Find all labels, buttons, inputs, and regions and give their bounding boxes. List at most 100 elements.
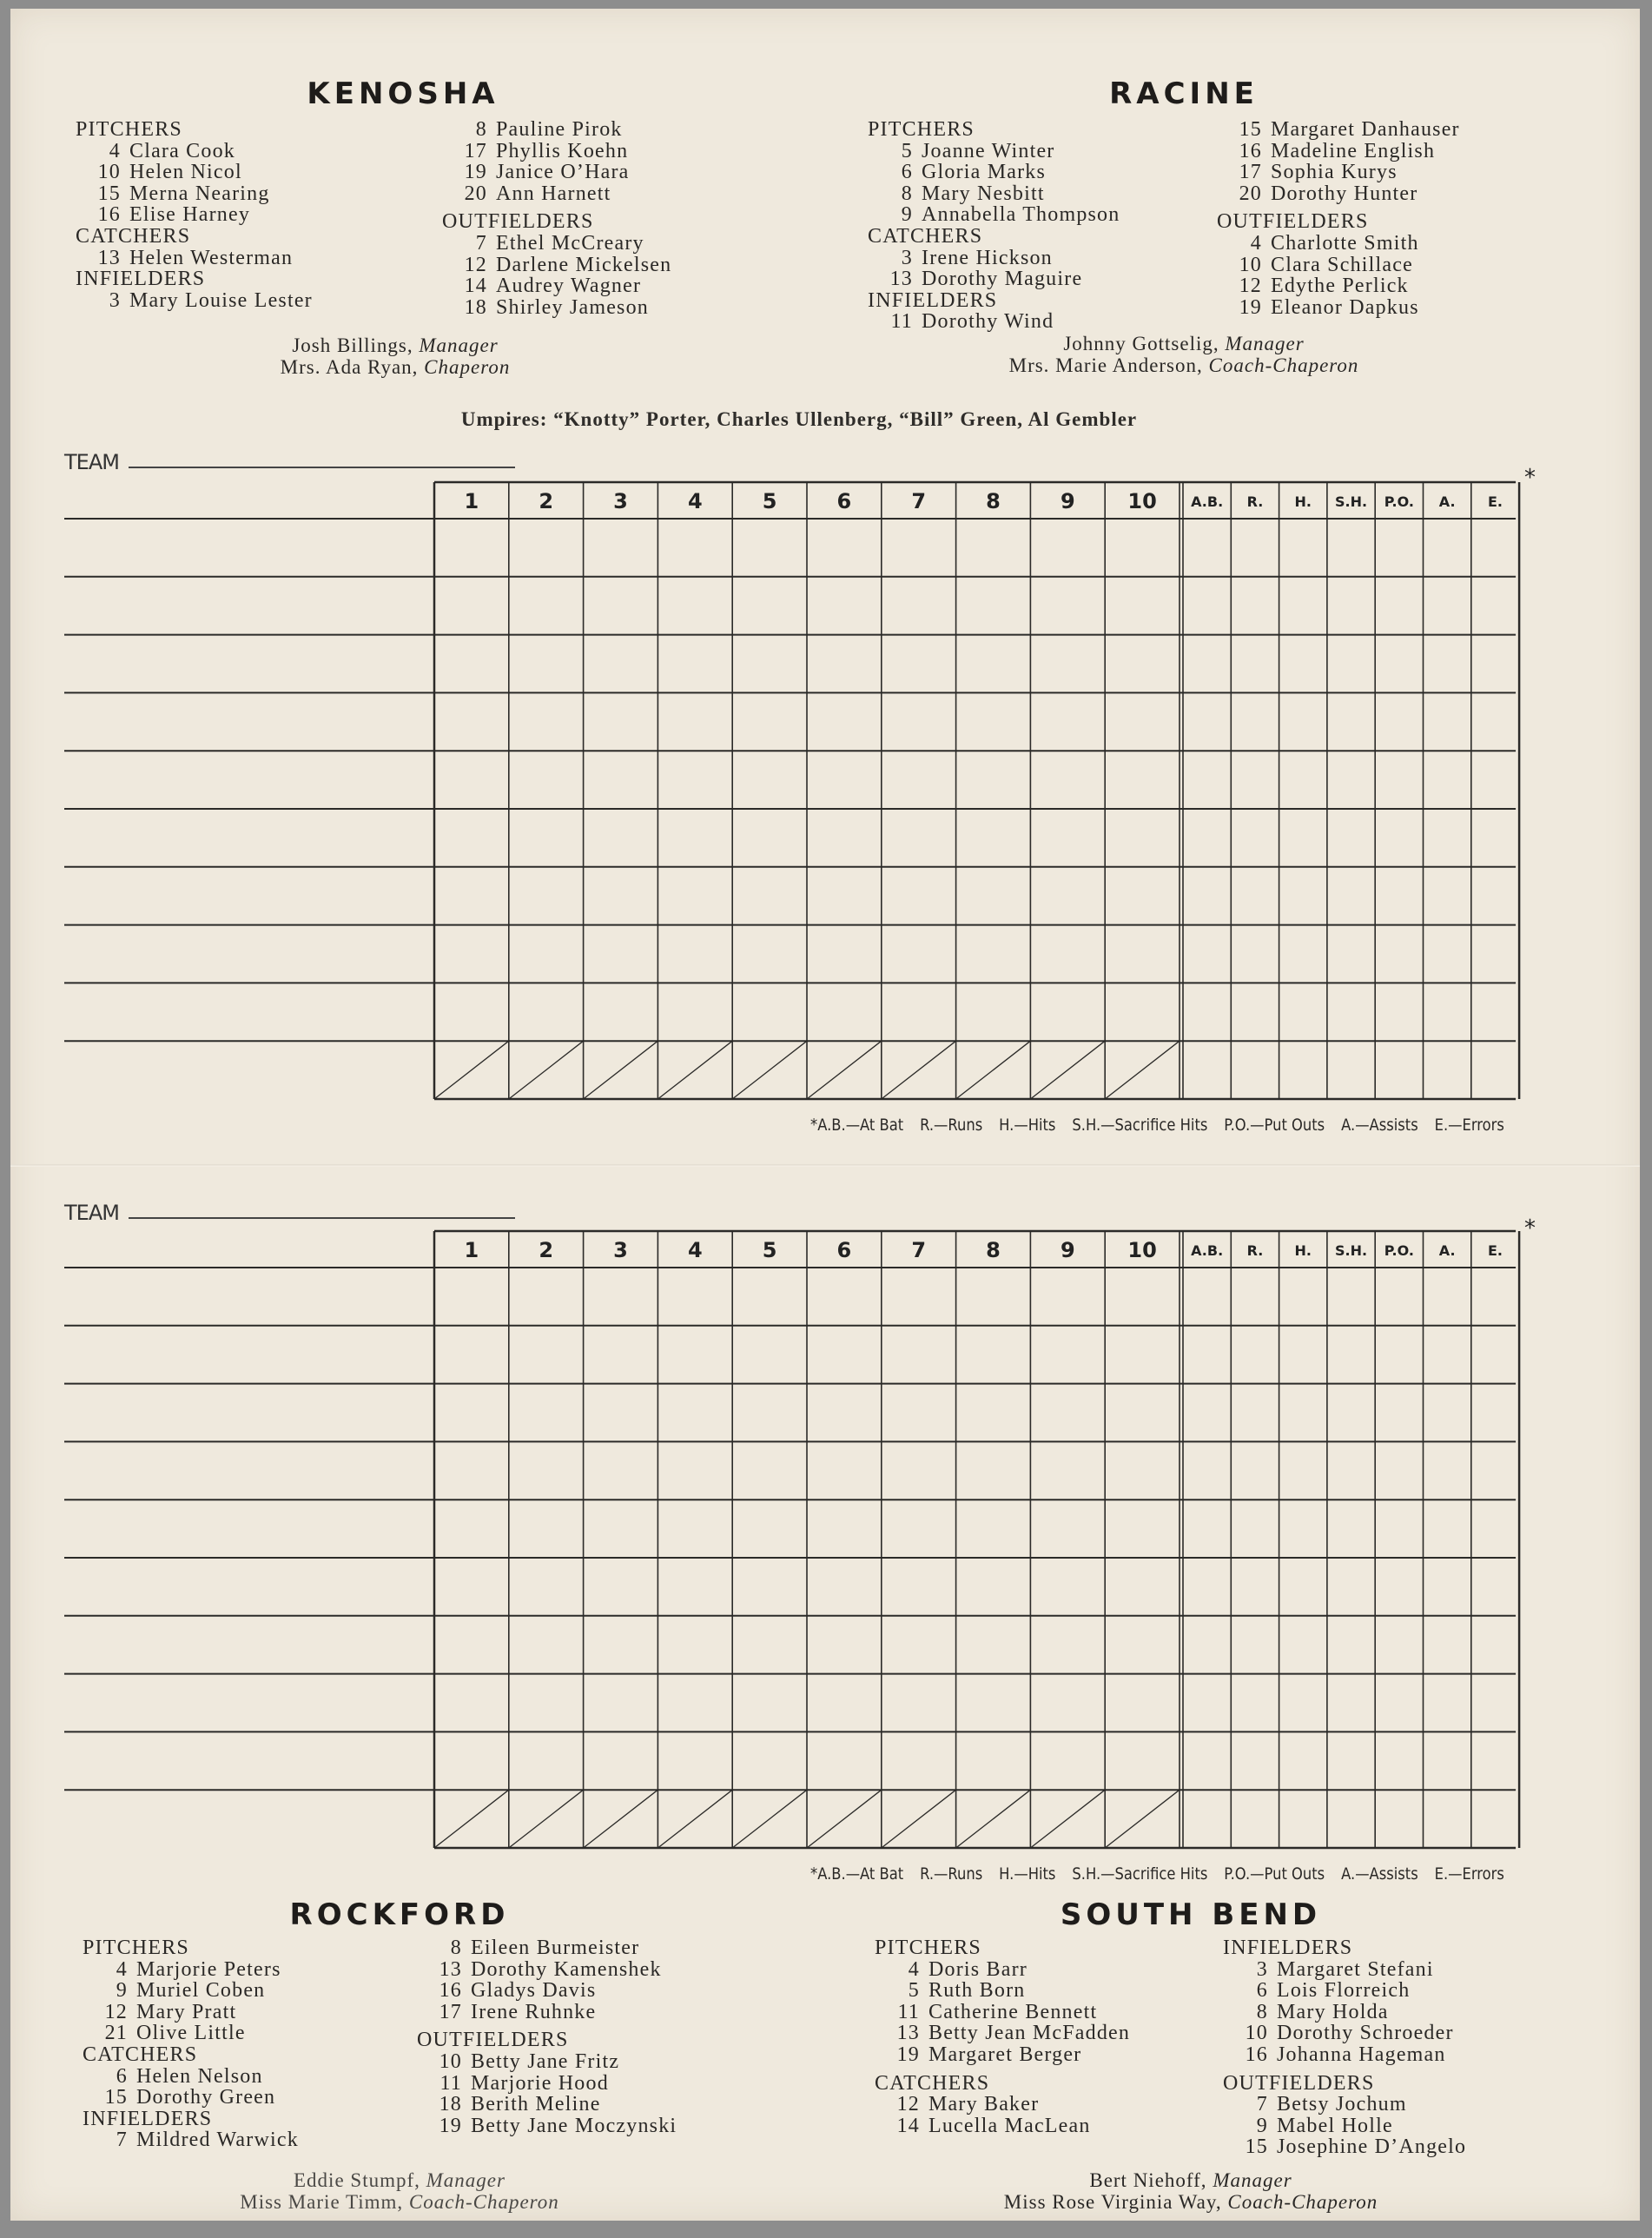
roster-column: INFIELDERS 3 Margaret Stefani 6 Lois Florrei… xyxy=(1223,1937,1466,2158)
position-heading: PITCHERS xyxy=(868,118,975,141)
player-number: 11 xyxy=(890,310,913,334)
player-name: Ann Harnett xyxy=(496,182,611,205)
position-heading: OUTFIELDERS xyxy=(1223,2071,1375,2095)
manager-name: Johnny Gottselig, xyxy=(1063,333,1219,354)
player-number: 19 xyxy=(896,2043,920,2066)
legend-item: A.—Assists xyxy=(1341,1116,1418,1135)
player-name: Helen Nelson xyxy=(136,2064,263,2088)
manager-line: Bert Niehoff, Manager xyxy=(1004,2169,1378,2192)
player-entry: 12 Edythe Perlick xyxy=(1217,275,1460,297)
stat-header: H. xyxy=(1294,493,1312,510)
player-name: Josephine D’Angelo xyxy=(1277,2135,1467,2159)
player-entry: 19 Janice O’Hara xyxy=(442,162,671,183)
player-number: 16 xyxy=(1245,2043,1268,2066)
team-title-south-bend: SOUTH BEND xyxy=(1060,1897,1322,1932)
player-entry: 12 Mary Baker xyxy=(875,2094,1130,2116)
inning-total-diagonal xyxy=(731,1040,808,1100)
player-number: 11 xyxy=(439,2071,462,2095)
inning-total-diagonal xyxy=(508,1040,584,1100)
player-number: 15 xyxy=(1245,2135,1268,2159)
player-number: 20 xyxy=(464,182,487,205)
inning-header: 8 xyxy=(986,489,1001,513)
chaperon-name: Miss Rose Virginia Way, xyxy=(1003,2190,1222,2213)
team-name-field[interactable] xyxy=(129,467,515,468)
player-number: 19 xyxy=(464,161,487,184)
player-entry: 11 Marjorie Hood xyxy=(417,2071,677,2095)
manager-name: Josh Billings, xyxy=(292,334,413,356)
legend-item: P.O.—Put Outs xyxy=(1224,1116,1325,1135)
player-number: 13 xyxy=(439,1957,462,1981)
player-entry: 9 Mabel Holle xyxy=(1223,2114,1466,2137)
player-entry: 7 Mildred Warwick xyxy=(83,2129,299,2151)
chaperon-line: Miss Marie Timm, Coach-Chaperon xyxy=(240,2190,559,2214)
team-name-field[interactable] xyxy=(129,1217,515,1219)
inning-header: 8 xyxy=(986,1238,1001,1262)
stat-legend: *A.B.—At Bat R.—Runs H.—Hits S.H.—Sacrifice… xyxy=(794,1116,1504,1135)
player-entry: 18 Shirley Jameson xyxy=(442,295,671,319)
roster-column: 15 Margaret Danhauser 16 Madeline English 17… xyxy=(1217,119,1460,318)
player-number: 7 xyxy=(475,231,487,255)
player-entry: 7 Betsy Jochum xyxy=(1223,2094,1466,2116)
player-name: Betty Jane Fritz xyxy=(471,2049,620,2073)
inning-total-diagonal xyxy=(1104,1040,1180,1100)
player-number: 17 xyxy=(1239,161,1262,184)
player-name: Lucella MacLean xyxy=(928,2114,1091,2137)
player-name: Helen Westerman xyxy=(129,246,294,269)
player-entry: 14 Lucella MacLean xyxy=(875,2114,1130,2137)
player-number: 9 xyxy=(1256,2114,1268,2137)
chaperon-name: Miss Marie Timm, xyxy=(240,2190,404,2213)
player-entry: 4 Clara Cook xyxy=(76,140,313,162)
player-name: Shirley Jameson xyxy=(496,295,649,319)
player-name: Marjorie Hood xyxy=(471,2071,609,2095)
player-number: 20 xyxy=(1239,182,1262,205)
player-name: Eileen Burmeister xyxy=(471,1937,640,1959)
inning-header: 10 xyxy=(1127,1238,1157,1262)
player-number: 12 xyxy=(104,2000,128,2023)
position-heading: INFIELDERS xyxy=(76,268,206,291)
player-name: Dorothy Hunter xyxy=(1271,182,1418,205)
player-number: 8 xyxy=(901,182,913,205)
player-name: Dorothy Green xyxy=(136,2086,276,2109)
player-number: 18 xyxy=(464,295,487,319)
position-heading: INFIELDERS xyxy=(1223,1937,1353,1959)
player-entry: 10 Dorothy Schroeder xyxy=(1223,2023,1466,2044)
player-entry: 6 Gloria Marks xyxy=(868,162,1120,183)
inning-total-diagonal xyxy=(657,1040,733,1100)
player-name: Mary Holda xyxy=(1277,2000,1389,2023)
player-entry: 17 Irene Ruhnke xyxy=(417,2001,677,2023)
stat-header: A.B. xyxy=(1191,1242,1224,1259)
inning-total-diagonal xyxy=(881,1040,956,1100)
player-number: 15 xyxy=(104,2086,128,2109)
inning-total-diagonal xyxy=(1030,1789,1106,1849)
chaperon-role: Chaperon xyxy=(424,355,511,378)
player-name: Mary Nesbitt xyxy=(922,182,1045,205)
player-number: 10 xyxy=(1245,2022,1268,2045)
roster-column: PITCHERS 5 Joanne Winter 6 Gloria Marks 8 Mary… xyxy=(868,119,1120,333)
player-number: 7 xyxy=(1256,2093,1268,2116)
player-entry: 8 Pauline Pirok xyxy=(442,119,671,141)
player-name: Mildred Warwick xyxy=(136,2129,299,2152)
player-entry: 3 Irene Hickson xyxy=(868,247,1120,269)
player-entry: 20 Ann Harnett xyxy=(442,182,671,205)
inning-header: 9 xyxy=(1060,1238,1075,1262)
player-number: 15 xyxy=(97,182,121,205)
player-entry: 16 Johanna Hageman xyxy=(1223,2044,1466,2066)
chaperon-role: Coach-Chaperon xyxy=(408,2190,559,2213)
player-name: Ethel McCreary xyxy=(496,231,644,255)
inning-header: 3 xyxy=(613,489,628,513)
player-entry: 19 Eleanor Dapkus xyxy=(1217,296,1460,319)
inning-header: 5 xyxy=(762,1238,777,1262)
stat-header: P.O. xyxy=(1384,493,1414,510)
inning-total-diagonal xyxy=(1030,1040,1106,1100)
player-number: 12 xyxy=(896,2093,920,2116)
player-entry: 15 Merna Nearing xyxy=(76,182,313,205)
player-entry: 11 Dorothy Wind xyxy=(868,311,1120,333)
position-heading: CATCHERS xyxy=(83,2043,198,2066)
player-name: Olive Little xyxy=(136,2022,246,2045)
inning-header: 9 xyxy=(1060,489,1075,513)
stat-header: A.B. xyxy=(1191,493,1224,510)
inning-total-diagonal xyxy=(806,1789,882,1849)
player-entry: 6 Lois Florreich xyxy=(1223,1980,1466,2002)
player-name: Marjorie Peters xyxy=(136,1957,281,1981)
player-entry: 13 Betty Jean McFadden xyxy=(875,2023,1130,2044)
